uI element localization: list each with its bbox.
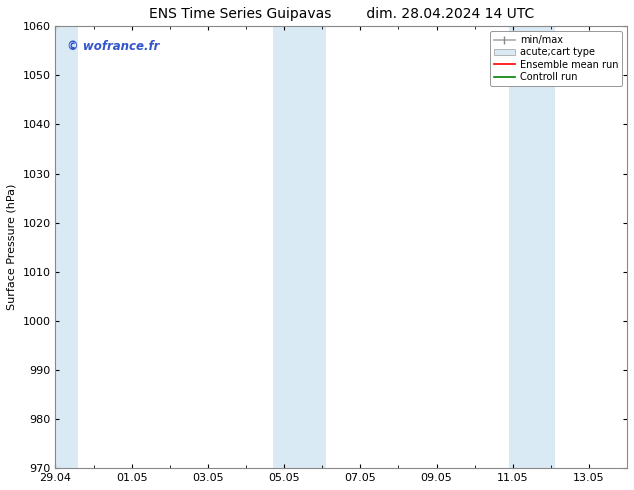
Y-axis label: Surface Pressure (hPa): Surface Pressure (hPa) [7, 184, 17, 311]
Bar [273, 26, 326, 468]
Bar [509, 26, 555, 468]
Bar [52, 26, 79, 468]
Legend: min/max, acute;cart type, Ensemble mean run, Controll run: min/max, acute;cart type, Ensemble mean … [489, 31, 622, 86]
Text: © wofrance.fr: © wofrance.fr [67, 40, 159, 52]
Title: ENS Time Series Guipavas        dim. 28.04.2024 14 UTC: ENS Time Series Guipavas dim. 28.04.2024… [148, 7, 534, 21]
